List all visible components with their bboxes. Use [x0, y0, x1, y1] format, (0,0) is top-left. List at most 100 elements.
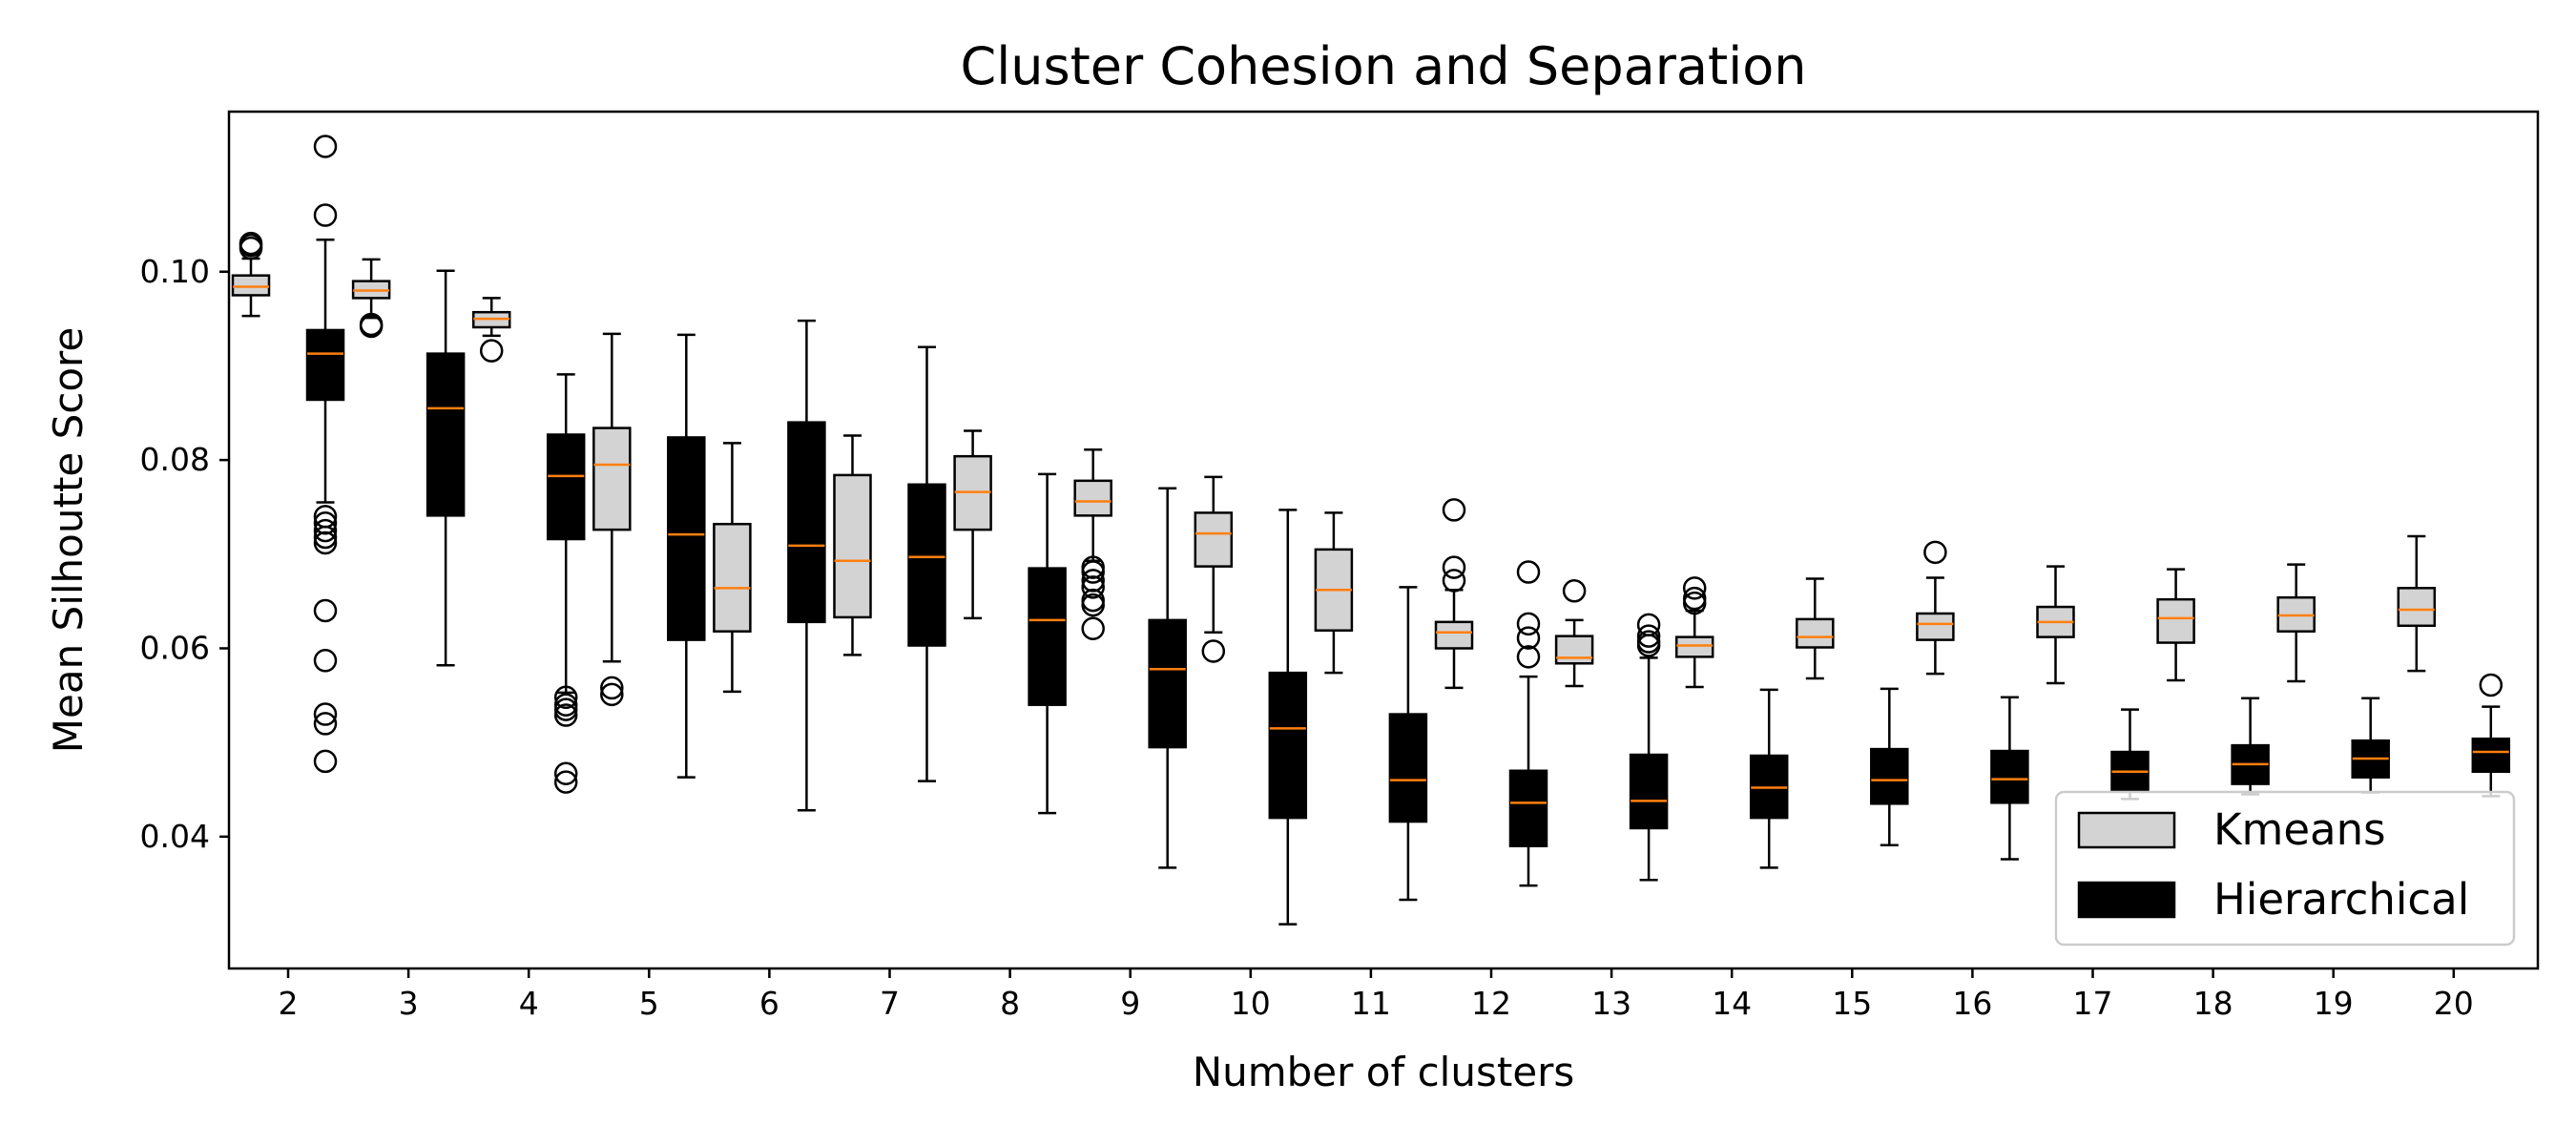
box-body [1194, 511, 1234, 568]
box-hierarchical-2 [305, 135, 345, 774]
flier-point [239, 233, 263, 258]
box-kmeans-11 [1314, 511, 1354, 675]
box-kmeans-18 [2156, 568, 2195, 682]
flier-point [313, 598, 338, 623]
x-tick-label: 20 [2434, 985, 2474, 1022]
box-body [546, 433, 586, 541]
box-body [1148, 618, 1187, 749]
legend-label-kmeans: Kmeans [2213, 804, 2386, 855]
box-kmeans-8 [953, 429, 992, 620]
box-kmeans-6 [713, 442, 752, 694]
flier-point [313, 203, 338, 227]
box-hierarchical-4 [546, 373, 586, 794]
flier-point [1081, 588, 1105, 613]
box-hierarchical-6 [787, 319, 826, 812]
box-body [592, 427, 632, 531]
box-kmeans-10 [1194, 475, 1234, 663]
flier-point [600, 676, 624, 700]
x-axis-title: Number of clusters [1193, 1049, 1575, 1095]
flier-point [1201, 639, 1226, 663]
box-body [1629, 753, 1669, 830]
box-body [1073, 479, 1112, 517]
flier-point [1636, 613, 1661, 637]
box-kmeans-17 [2036, 565, 2075, 685]
box-hierarchical-5 [667, 333, 706, 779]
y-tick-label: 0.06 [140, 629, 210, 666]
x-tick-label: 14 [1712, 985, 1752, 1022]
box-body [667, 436, 706, 641]
y-tick-label: 0.04 [140, 818, 210, 855]
axes: 2 3 4 5 6 7 8 9 10 11 12 13 14 15 16 17 18 19 20 0.04 0.06 0.… [140, 253, 2474, 1022]
flier-point [600, 682, 624, 707]
flier-point [1081, 616, 1105, 641]
x-tick-label: 9 [1120, 985, 1140, 1022]
flier-point [313, 510, 338, 535]
box-kmeans-5 [592, 332, 632, 707]
flier-point [553, 761, 578, 785]
flier-point [1516, 560, 1541, 584]
box-hierarchical-8 [1028, 472, 1067, 815]
flier-point [1636, 630, 1661, 654]
flier-point [1442, 569, 1466, 593]
flier-point [553, 703, 578, 727]
box-body [1916, 612, 1955, 641]
flier-point [313, 749, 338, 774]
x-tick-label: 5 [639, 985, 659, 1022]
flier-point [313, 702, 338, 726]
plot-frame [227, 110, 2540, 970]
box-body [1268, 671, 1308, 820]
box-kmeans-13 [1554, 579, 1594, 688]
box-body [1028, 567, 1067, 706]
legend-label-hierarchical: Hierarchical [2213, 874, 2469, 925]
box-hierarchical-15 [1870, 687, 1909, 846]
box-body [2397, 587, 2437, 628]
flier-point [1081, 569, 1105, 593]
box-kmeans-14 [1674, 576, 1714, 689]
box-body [426, 352, 466, 517]
box-hierarchical-13 [1629, 613, 1669, 882]
flier-point [1562, 579, 1587, 603]
flier-point [553, 685, 578, 710]
box-body [1434, 620, 1474, 650]
flier-point [313, 531, 338, 555]
box-kmeans-9 [1073, 448, 1112, 641]
box-body [713, 522, 752, 633]
flier-point [313, 505, 338, 529]
box-hierarchical-11 [1388, 586, 1428, 902]
box-body [2156, 597, 2195, 644]
flier-point [1516, 612, 1541, 636]
x-tick-label: 13 [1591, 985, 1631, 1022]
flier-point [313, 649, 338, 673]
y-axis-title: Mean Silhoutte Score [45, 327, 92, 753]
box-hierarchical-14 [1749, 688, 1789, 869]
y-tick-label: 0.10 [140, 253, 210, 290]
box-body [907, 483, 946, 647]
box-body [1554, 635, 1594, 665]
box-body [305, 328, 345, 402]
x-tick-label: 11 [1351, 985, 1391, 1022]
box-kmeans-19 [2276, 563, 2316, 683]
flier-point [553, 770, 578, 794]
flier-point [1682, 576, 1707, 600]
box-kmeans-20 [2397, 534, 2437, 673]
x-tick-label: 7 [880, 985, 900, 1022]
x-tick-label: 15 [1832, 985, 1872, 1022]
x-tick-label: 17 [2073, 985, 2113, 1022]
x-tick-label: 16 [1952, 985, 1992, 1022]
flier-point [1923, 540, 1947, 565]
box-kmeans-7 [833, 434, 872, 656]
box-hierarchical-16 [1990, 696, 2029, 861]
box-hierarchical-10 [1268, 509, 1308, 926]
box-body [1388, 713, 1428, 823]
x-tick-label: 10 [1231, 985, 1271, 1022]
box-body [2471, 737, 2511, 774]
box-body [1796, 617, 1835, 649]
box-hierarchical-7 [907, 345, 946, 782]
flier-point [1516, 626, 1541, 650]
flier-point [1442, 498, 1466, 522]
flier-point [1442, 555, 1466, 579]
flier-point [1516, 645, 1541, 669]
box-body [231, 274, 271, 297]
box-kmeans-4 [471, 297, 511, 363]
